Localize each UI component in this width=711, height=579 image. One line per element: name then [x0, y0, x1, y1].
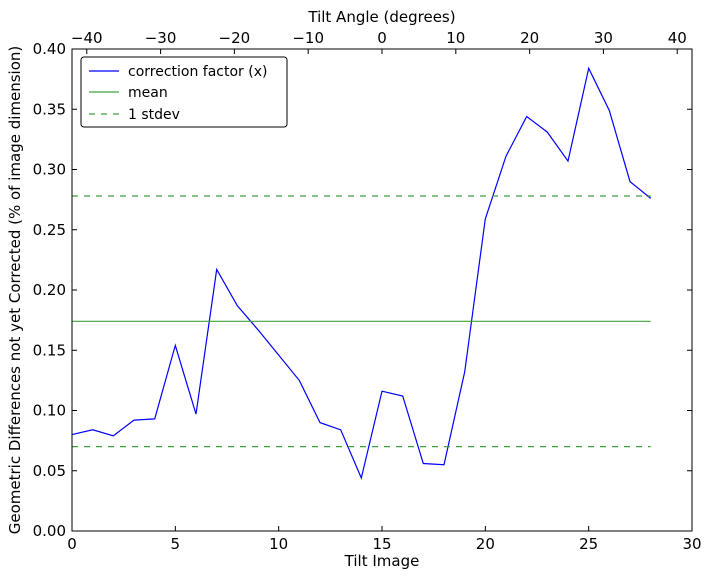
- data-point: [505, 155, 508, 158]
- data-point: [629, 180, 632, 183]
- data-point: [525, 115, 528, 118]
- legend-label-stdev: 1 stdev: [128, 107, 180, 123]
- series-line-0: [71, 66, 652, 480]
- top-x-tick-label: 40: [668, 29, 687, 47]
- data-point: [153, 417, 156, 420]
- legend-box: [80, 56, 288, 128]
- data-point: [215, 268, 218, 271]
- data-point: [567, 160, 570, 163]
- data-point: [401, 395, 404, 398]
- data-point: [546, 131, 549, 134]
- x-tick-label: 5: [171, 535, 181, 553]
- data-point: [339, 428, 342, 431]
- ticks-layer: 0 5 10 15 20 25 30 0.00 0.05 0.10 0.15 0.20 0.25 0.30…: [33, 29, 702, 553]
- legend-label-mean: mean: [128, 85, 168, 101]
- top-x-tick-label: −20: [219, 29, 251, 47]
- x-tick-label: 25: [579, 535, 598, 553]
- top-x-tick-label: 0: [377, 29, 387, 47]
- x-tick-label: 20: [476, 535, 495, 553]
- plot-frame: [71, 48, 693, 532]
- top-x-tick-label: −30: [145, 29, 177, 47]
- top-x-tick-label: −10: [292, 29, 324, 47]
- legend: correction factor (x) mean 1 stdev: [80, 56, 288, 128]
- y-tick-label: 0.10: [33, 402, 66, 420]
- y-tick-label: 0.40: [33, 40, 66, 58]
- data-point: [277, 354, 280, 357]
- data-point: [174, 344, 177, 347]
- y-tick-label: 0.30: [33, 161, 66, 179]
- y-tick-label: 0.15: [33, 341, 66, 359]
- x-tick-label: 15: [372, 535, 391, 553]
- y-axis-title: Geometric Differences not yet Corrected …: [6, 46, 24, 535]
- y-tick-label: 0.05: [33, 462, 66, 480]
- data-point: [91, 428, 94, 431]
- top-x-tick-label: 20: [520, 29, 539, 47]
- data-point: [133, 419, 136, 422]
- data-point: [257, 328, 260, 331]
- y-tick-label: 0.35: [33, 100, 66, 118]
- x-tick-label: 0: [67, 535, 77, 553]
- data-point: [195, 413, 198, 416]
- data-point: [587, 67, 590, 70]
- top-x-tick-label: 10: [446, 29, 465, 47]
- data-point: [443, 463, 446, 466]
- data-point: [112, 434, 115, 437]
- data-point: [319, 421, 322, 424]
- top-x-tick-label: −40: [71, 29, 103, 47]
- data-point: [649, 197, 652, 200]
- y-tick-label: 0.25: [33, 221, 66, 239]
- x-axis-title: Tilt Image: [344, 552, 420, 570]
- legend-label-correction: correction factor (x): [128, 64, 267, 80]
- data-point: [422, 462, 425, 465]
- data-point: [484, 217, 487, 220]
- data-point: [298, 379, 301, 382]
- data-point: [463, 370, 466, 373]
- y-tick-label: 0.20: [33, 281, 66, 299]
- data-point: [608, 109, 611, 112]
- data-point: [236, 304, 239, 307]
- x-tick-label: 30: [682, 535, 701, 553]
- top-x-tick-label: 30: [594, 29, 613, 47]
- y-tick-label: 0.00: [33, 522, 66, 540]
- series-layer: [71, 66, 652, 480]
- top-x-axis-title: Tilt Angle (degrees): [307, 8, 455, 26]
- x-tick-label: 10: [269, 535, 288, 553]
- data-point: [360, 476, 363, 479]
- data-point: [381, 390, 384, 393]
